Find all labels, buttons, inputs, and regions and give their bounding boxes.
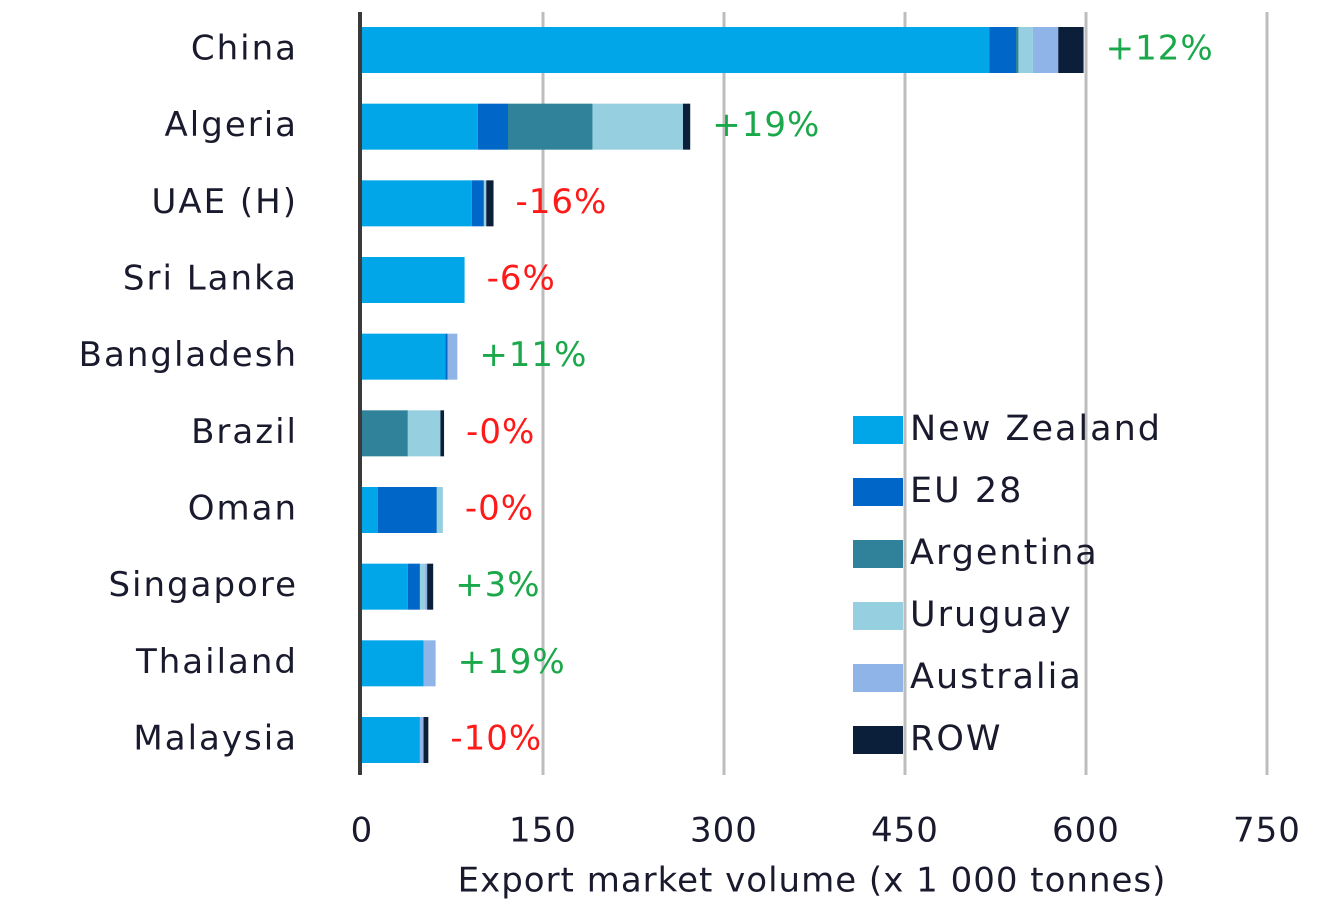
x-axis-title: Export market volume (x 1 000 tonnes) (458, 861, 1167, 900)
legend-label: New Zealand (910, 409, 1162, 449)
legend-label: Australia (910, 657, 1083, 697)
bar-segment (436, 487, 443, 533)
category-label: Thailand (135, 642, 298, 682)
bar-segment (362, 717, 420, 763)
bar-segment (377, 487, 437, 533)
bar-segment (989, 27, 1017, 73)
category-label: Bangladesh (79, 335, 298, 375)
x-tick-label: 600 (1052, 811, 1120, 851)
legend-label: EU 28 (910, 471, 1023, 511)
legend-label: ROW (910, 719, 1002, 759)
bar-segment (362, 257, 465, 303)
bar-segment (362, 333, 446, 380)
x-tick-label: 750 (1233, 811, 1301, 851)
growth-label: -10% (450, 719, 542, 759)
bar-segment (362, 410, 408, 457)
bar-segment (362, 103, 478, 150)
bar-segment (362, 640, 424, 687)
category-label: Malaysia (133, 719, 298, 759)
bar-segment (447, 333, 458, 380)
category-label: China (191, 29, 298, 69)
bar-segment (423, 640, 436, 687)
bar-segment (1018, 27, 1033, 73)
bar-segment (407, 563, 420, 610)
bar-segment (592, 103, 683, 150)
bar-segment (477, 103, 509, 150)
bar-segment (486, 180, 494, 227)
legend-swatch (853, 602, 903, 630)
bar-segment (362, 180, 472, 227)
bar-segment (362, 487, 378, 533)
bar-segment (471, 180, 484, 227)
bar-segment (424, 563, 428, 610)
x-tick-label: 150 (509, 811, 577, 851)
bar-segment (440, 410, 445, 457)
bar-segment (1058, 27, 1084, 73)
category-label: Algeria (165, 105, 298, 145)
growth-label: +12% (1106, 29, 1214, 69)
bar-segment (362, 563, 408, 610)
bar-segment (1032, 27, 1059, 73)
growth-label: -0% (466, 412, 535, 452)
category-label: Oman (188, 489, 298, 529)
growth-label: +3% (455, 565, 540, 605)
bar-segment (407, 410, 441, 457)
growth-label: +19% (458, 642, 566, 682)
legend-swatch (853, 664, 903, 692)
legend-swatch (853, 478, 903, 506)
category-label: UAE (H) (151, 182, 298, 222)
legend-label: Argentina (910, 533, 1099, 573)
x-tick-label: 0 (351, 811, 374, 851)
growth-label: +11% (479, 335, 587, 375)
legend-swatch (853, 726, 903, 754)
bar-segment (445, 333, 448, 380)
growth-label: -16% (516, 182, 608, 222)
category-label: Sri Lanka (123, 259, 298, 299)
category-label: Singapore (108, 565, 298, 605)
growth-label: -0% (465, 489, 534, 529)
bar-segment (423, 717, 429, 763)
bar-segment (682, 103, 691, 150)
x-tick-label: 450 (871, 811, 939, 851)
bar-segment (362, 27, 990, 73)
bar-segment (508, 103, 593, 150)
growth-label: +19% (712, 105, 820, 145)
legend-swatch (853, 540, 903, 568)
legend-label: Uruguay (910, 595, 1073, 635)
growth-label: -6% (487, 259, 556, 299)
bar-segment (419, 717, 424, 763)
bar-segment (419, 563, 425, 610)
bar-segment (483, 180, 487, 227)
x-tick-label: 300 (690, 811, 758, 851)
legend-swatch (853, 416, 903, 444)
bar-segment (1016, 27, 1019, 73)
category-label: Brazil (191, 412, 298, 452)
bar-segment (427, 563, 434, 610)
